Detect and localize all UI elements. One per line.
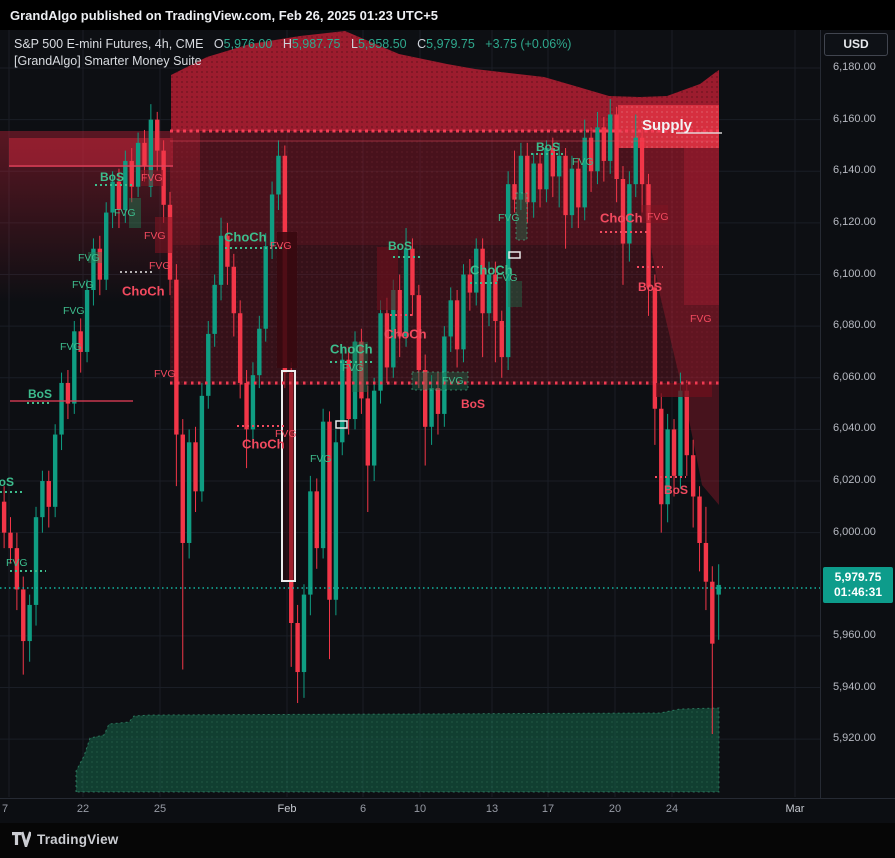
svg-text:FVG: FVG	[141, 172, 163, 184]
svg-text:ChoCh: ChoCh	[600, 210, 643, 225]
open-label: O	[213, 37, 224, 51]
price-tick-label: 5,940.00	[833, 680, 876, 693]
structure-labels: BoSFVGFVGFVGFVGFVGBoSBoSFVGChoChChoChFVG…	[0, 117, 712, 569]
page-title: GrandAlgo published on TradingView.com, …	[10, 8, 439, 23]
time-tick-label: 25	[153, 803, 167, 815]
last-price-value: 5,979.75	[834, 569, 882, 584]
time-tick-label: 7	[1, 803, 9, 815]
high-label: H	[282, 37, 292, 51]
header-bar: GrandAlgo published on TradingView.com, …	[0, 0, 895, 30]
price-tick-label: 6,060.00	[833, 370, 876, 383]
chart-legend[interactable]: S&P 500 E-mini Futures, 4h, CME O5,976.0…	[14, 36, 571, 69]
svg-text:FVG: FVG	[149, 260, 171, 272]
tradingview-logo-icon	[12, 831, 31, 847]
time-tick-label: Feb	[277, 803, 297, 815]
close-label: C	[417, 37, 427, 51]
svg-text:BoS: BoS	[28, 387, 52, 401]
svg-text:FVG: FVG	[310, 453, 332, 465]
svg-text:BoS: BoS	[461, 397, 485, 411]
price-tick-label: 6,080.00	[833, 319, 876, 332]
svg-text:Supply: Supply	[642, 117, 693, 134]
svg-text:ChoCh: ChoCh	[470, 262, 513, 277]
low-value: 5,958.50	[357, 37, 407, 51]
time-tick-label: 20	[608, 803, 622, 815]
price-tick-label: 6,000.00	[833, 525, 876, 538]
svg-text:BoS: BoS	[638, 280, 662, 294]
level-lines	[0, 129, 820, 589]
price-tick-label: 5,960.00	[833, 628, 876, 641]
time-tick-label: 17	[541, 803, 555, 815]
bar-countdown: 01:46:31	[833, 584, 883, 599]
svg-text:FVG: FVG	[647, 211, 669, 223]
price-tick-label: 6,180.00	[833, 61, 876, 73]
time-axis[interactable]: 7 22 25 Feb 6 10 13 17 20 24 Mar	[0, 798, 895, 824]
time-tick-label: 22	[76, 803, 90, 815]
svg-text:FVG: FVG	[144, 230, 166, 242]
svg-text:BoS: BoS	[0, 475, 14, 489]
price-tick-label: 6,040.00	[833, 422, 876, 435]
svg-text:FVG: FVG	[270, 240, 292, 252]
low-label: L	[351, 37, 358, 51]
tradingview-link[interactable]: TradingView	[12, 831, 118, 847]
open-value: 5,976.00	[223, 37, 273, 51]
svg-text:BoS: BoS	[388, 239, 412, 253]
mitigation-markers	[335, 251, 521, 429]
symbol-title: S&P 500 E-mini Futures, 4h, CME	[14, 37, 204, 51]
svg-text:FVG: FVG	[72, 279, 94, 291]
svg-text:BoS: BoS	[664, 483, 688, 497]
time-tick-label: 6	[359, 803, 367, 815]
change-value: +3.75 (+0.06%)	[485, 37, 572, 51]
tradingview-brand: TradingView	[37, 831, 119, 847]
currency-button[interactable]: USD	[824, 33, 888, 56]
svg-text:FVG: FVG	[442, 375, 464, 387]
price-tick-label: 6,140.00	[833, 164, 876, 177]
svg-text:FVG: FVG	[78, 252, 100, 264]
svg-text:BoS: BoS	[536, 140, 560, 154]
svg-text:FVG: FVG	[154, 368, 176, 380]
time-tick-label: Mar	[785, 803, 805, 815]
price-tick-label: 6,020.00	[833, 474, 876, 487]
price-tick-label: 6,160.00	[833, 112, 876, 125]
svg-text:FVG: FVG	[114, 207, 136, 219]
price-tick-label: 6,100.00	[833, 267, 876, 280]
time-tick-label: 24	[665, 803, 679, 815]
svg-text:ChoCh: ChoCh	[224, 229, 267, 244]
footer-bar: TradingView	[0, 823, 895, 858]
price-axis[interactable]: USD 5,979.75 01:46:31 6,180.00 6,160.00 6,…	[820, 30, 895, 798]
svg-text:FVG: FVG	[60, 341, 82, 353]
svg-text:ChoCh: ChoCh	[384, 326, 427, 341]
svg-text:FVG: FVG	[496, 272, 518, 284]
supply-demand-zones	[0, 31, 720, 793]
svg-text:FVG: FVG	[275, 428, 297, 440]
last-price-badge: 5,979.75 01:46:31	[823, 566, 893, 603]
fvg-order-blocks	[88, 170, 712, 582]
svg-text:FVG: FVG	[6, 557, 28, 569]
svg-text:ChoCh: ChoCh	[122, 283, 165, 298]
price-tick-label: 5,920.00	[833, 732, 876, 745]
svg-text:FVG: FVG	[572, 156, 594, 168]
time-tick-label: 10	[413, 803, 427, 815]
time-tick-label: 13	[485, 803, 499, 815]
price-tick-label: 6,120.00	[833, 215, 876, 228]
highlight-box	[281, 370, 296, 582]
svg-text:ChoCh: ChoCh	[330, 341, 373, 356]
svg-text:FVG: FVG	[342, 362, 364, 374]
svg-text:FVG: FVG	[498, 212, 520, 224]
high-value: 5,987.75	[291, 37, 341, 51]
svg-text:ChoCh: ChoCh	[242, 436, 285, 451]
svg-text:FVG: FVG	[690, 313, 712, 325]
indicator-title: [GrandAlgo] Smarter Money Suite	[14, 54, 202, 68]
svg-text:FVG: FVG	[63, 305, 85, 317]
svg-text:BoS: BoS	[100, 170, 124, 184]
close-value: 5,979.75	[426, 37, 475, 51]
